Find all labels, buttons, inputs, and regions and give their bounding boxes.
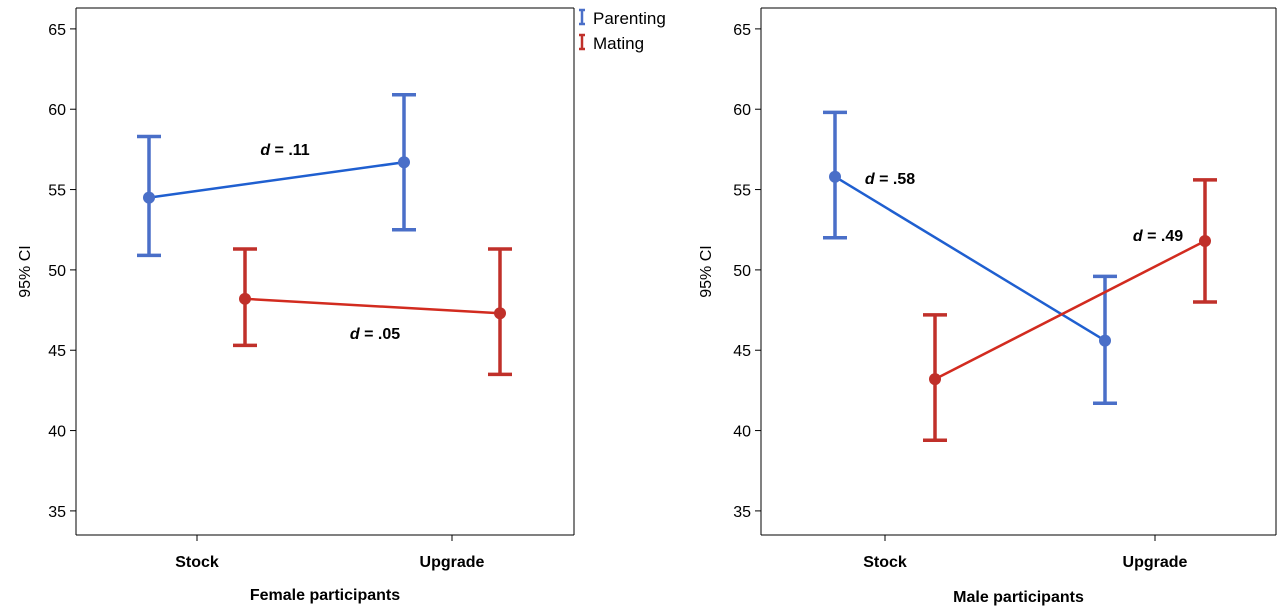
data-point-mating: [1199, 234, 1211, 247]
x-axis-title: Female participants: [250, 587, 400, 604]
y-tick-label: 45: [48, 343, 66, 360]
series-line-mating: [934, 239, 1206, 381]
legend-label-mating: Mating: [593, 34, 644, 53]
y-tick-label: 45: [733, 343, 751, 360]
effect-size-value: = .49: [1143, 228, 1184, 245]
data-point-parenting: [143, 191, 155, 204]
y-axis-title: 95% CI: [17, 245, 34, 297]
x-axis-title: Male participants: [953, 589, 1084, 606]
effect-size-label: d = .05: [350, 326, 400, 343]
effect-size-value: = .58: [875, 171, 916, 188]
x-tick-label: Upgrade: [420, 554, 485, 571]
male-panel: 35 40 45 50 55 60 65 Stock Upgrade Male participa…: [698, 7, 1277, 606]
data-point-mating: [929, 373, 941, 386]
effect-size-label: d = .58: [865, 171, 915, 188]
series-line-parenting: [148, 161, 405, 199]
series-line-mating: [244, 297, 501, 315]
legend-label-parenting: Parenting: [593, 9, 666, 28]
y-tick-label: 65: [48, 22, 66, 39]
data-point-mating: [239, 292, 251, 305]
y-tick-label: 35: [48, 504, 66, 521]
y-tick-label: 50: [733, 263, 751, 280]
effect-size-symbol: d: [865, 171, 876, 188]
x-tick-label: Stock: [863, 554, 907, 571]
y-axis-title: 95% CI: [698, 245, 715, 297]
effect-size-symbol: d: [350, 326, 361, 343]
effect-size-symbol: d: [1133, 228, 1144, 245]
x-tick-label: Upgrade: [1123, 554, 1188, 571]
effect-size-value: = .11: [270, 142, 310, 159]
y-tick-label: 50: [48, 263, 66, 280]
effect-size-value: = .05: [360, 326, 401, 343]
y-tick-label: 55: [48, 183, 66, 200]
x-tick-label: Stock: [175, 554, 219, 571]
effect-size-symbol: d: [260, 142, 271, 159]
effect-size-label: d = .49: [1133, 228, 1183, 245]
series-line-parenting: [834, 175, 1106, 342]
y-tick-label: 40: [733, 424, 751, 441]
data-point-parenting: [1099, 334, 1111, 347]
y-tick-label: 60: [733, 102, 751, 119]
effect-size-label: d = .11: [260, 142, 309, 159]
legend: Parenting Mating: [579, 8, 666, 53]
y-tick-label: 40: [48, 424, 66, 441]
y-tick-label: 35: [733, 504, 751, 521]
y-tick-label: 55: [733, 183, 751, 200]
data-point-parenting: [398, 156, 410, 169]
data-point-parenting: [829, 170, 841, 183]
female-panel: 35 40 45 50 55 60 65 Stock Upgrade Female partici…: [17, 7, 575, 604]
y-tick-label: 65: [733, 22, 751, 39]
y-tick-label: 60: [48, 102, 66, 119]
data-point-mating: [494, 307, 506, 320]
